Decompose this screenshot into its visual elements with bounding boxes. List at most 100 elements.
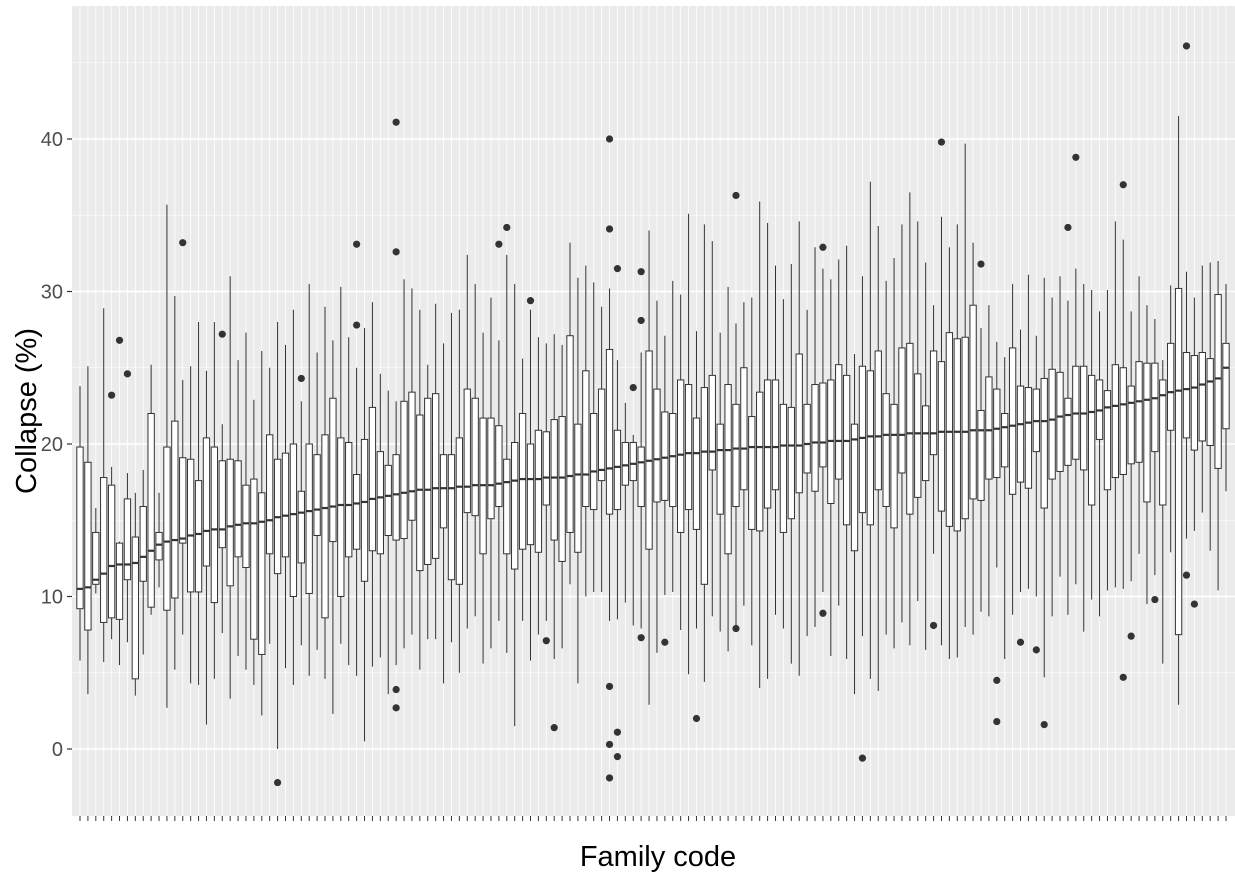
box-body [1135,361,1143,463]
box-body [1024,387,1033,489]
box-body [139,506,147,582]
box-60 [542,343,550,645]
outlier-point [392,704,400,712]
box-body [653,388,661,503]
outlier-point [297,374,305,383]
outlier-point [353,240,361,248]
box-138 [1159,360,1167,664]
box-body [558,416,566,562]
box-body [977,409,985,501]
outlier-point [613,753,622,761]
outlier-point [605,740,614,749]
box-74 [653,300,661,653]
box-97 [835,259,843,606]
box-1 [76,386,84,661]
box-body [392,454,400,541]
box-body [740,367,748,491]
box-120 [1016,329,1025,646]
box-body [455,437,464,585]
box-95 [819,243,827,617]
box-122 [1032,335,1040,654]
box-117 [993,341,1001,726]
box-body [906,342,914,515]
box-body [226,458,234,587]
box-4 [100,308,108,663]
box-113 [961,143,969,627]
box-body [684,384,693,511]
box-body [1214,294,1222,469]
box-body [716,423,724,515]
box-24 [258,350,266,716]
box-48 [447,312,456,643]
box-55 [503,223,511,653]
box-44 [416,309,424,670]
box-body [811,384,819,492]
outlier-point [858,754,867,762]
box-102 [874,225,882,692]
box-75 [661,335,669,646]
box-110 [937,138,946,646]
box-101 [866,181,875,679]
grid-minor [72,62,1235,674]
box-43 [408,288,416,635]
box-body [1182,352,1191,439]
box-142 [1190,297,1199,608]
box-body [84,461,92,631]
box-body [305,443,313,594]
box-22 [242,332,250,670]
box-72 [637,268,645,642]
box-body [803,403,811,474]
box-46 [431,303,440,640]
box-body [352,474,361,550]
box-body [329,397,337,543]
box-78 [684,213,693,675]
box-86 [748,297,756,646]
outlier-point [1182,571,1191,579]
outlier-point [273,778,282,787]
box-133 [1119,181,1127,681]
box-70 [621,402,629,603]
outlier-point [661,638,669,646]
box-body [582,370,590,508]
box-body [945,332,954,527]
box-series [76,42,1230,787]
outlier-point [1119,181,1127,189]
box-115 [977,260,985,612]
box-106 [906,192,914,646]
box-9 [139,469,147,655]
box-body [1190,355,1199,451]
box-90 [779,299,788,629]
box-107 [914,221,922,602]
box-body [795,353,803,494]
box-body [732,403,740,508]
box-89 [771,265,780,615]
box-59 [534,337,543,635]
box-body [107,484,116,619]
box-51 [471,283,479,617]
outlier-point [1072,153,1080,161]
box-body [1087,374,1096,506]
box-body [495,425,503,508]
box-body [779,403,788,533]
outlier-point [993,676,1001,684]
box-76 [669,280,677,592]
box-80 [700,224,709,682]
y-tick-label: 20 [41,434,63,456]
box-body [100,477,108,623]
outlier-point [495,240,503,248]
box-body [914,373,922,498]
box-body [471,397,479,517]
outlier-point [605,774,614,782]
box-140 [1174,116,1183,705]
box-53 [487,297,495,649]
box-123 [1040,277,1048,729]
outlier-point [1119,673,1127,681]
outlier-point [218,330,226,338]
box-27 [281,344,290,669]
box-body [1001,413,1009,468]
box-18 [210,322,219,679]
box-body [76,446,84,610]
box-body [179,457,187,544]
box-body [376,451,384,555]
